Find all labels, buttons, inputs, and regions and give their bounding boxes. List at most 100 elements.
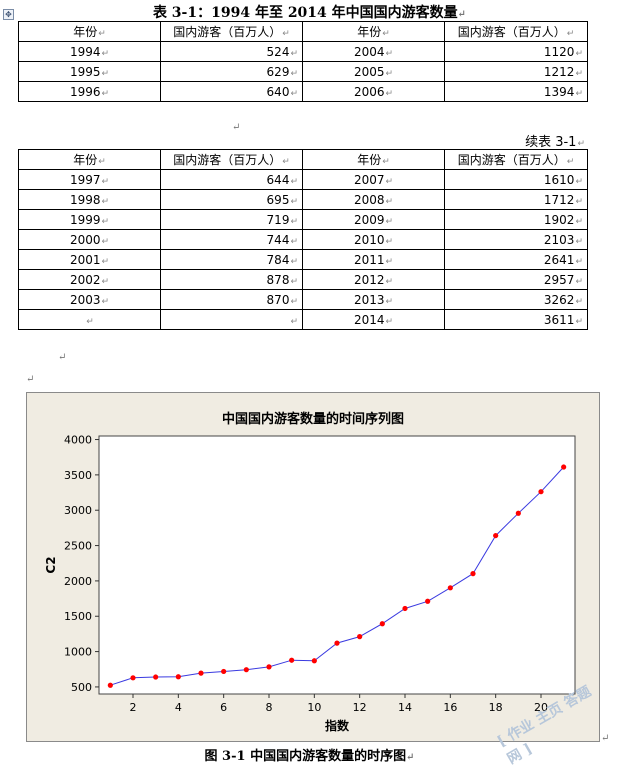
year-cell: 2001↵ — [18, 249, 161, 270]
data-point — [402, 605, 408, 612]
data-point — [334, 640, 340, 646]
year-cell: 2000↵ — [18, 229, 161, 250]
value-cell: ↵ — [160, 309, 303, 330]
table-row: 1997↵ 644↵ 2007↵ 1610↵ — [18, 169, 588, 190]
value-cell: 878↵ — [160, 269, 303, 290]
data-point — [515, 510, 521, 516]
table-row: 2002↵ 878↵ 2012↵ 2957↵ — [18, 269, 588, 290]
data-point — [221, 668, 227, 675]
year-cell: 1997↵ — [18, 169, 161, 190]
year-cell: 2006↵ — [302, 81, 445, 102]
data-point — [243, 667, 249, 673]
x-tick-label: 20 — [534, 701, 548, 714]
table-row: 1996↵ 640↵ 2006↵ 1394↵ — [18, 81, 588, 102]
year-cell: 2005↵ — [302, 61, 445, 82]
year-cell: 1995↵ — [18, 61, 161, 82]
year-cell: 2010↵ — [302, 229, 445, 250]
year-cell: 2008↵ — [302, 189, 445, 210]
data-point — [357, 634, 363, 640]
paragraph-mark-icon: ↵ — [601, 733, 610, 744]
x-tick-label: 6 — [220, 701, 227, 714]
y-tick-label: 3500 — [64, 469, 92, 482]
table-header-row: 年份↵ 国内游客（百万人）↵ 年份↵ 国内游客（百万人）↵ — [18, 21, 588, 42]
year-cell: 1994↵ — [18, 41, 161, 62]
year-cell: 2004↵ — [302, 41, 445, 62]
y-tick-label: 2500 — [64, 540, 92, 553]
value-cell: 2103↵ — [444, 229, 588, 250]
table-row: ↵ ↵ 2014↵ 3611↵ — [18, 309, 588, 330]
y-tick-label: 1500 — [64, 610, 92, 623]
paragraph-mark-icon: ↵ — [457, 9, 467, 20]
value-cell: 744↵ — [160, 229, 303, 250]
paragraph-mark-icon: ↵ — [232, 122, 241, 133]
value-cell: 1902↵ — [444, 209, 588, 230]
header-tourists: 国内游客（百万人）↵ — [444, 149, 588, 170]
year-cell: 1996↵ — [18, 81, 161, 102]
y-tick-label: 500 — [71, 681, 92, 694]
y-tick-label: 4000 — [64, 434, 92, 447]
data-point — [107, 682, 113, 688]
year-cell: 2014↵ — [302, 309, 445, 330]
chart-title: 中国国内游客数量的时间序列图 — [222, 411, 404, 427]
value-cell: 1610↵ — [444, 169, 588, 190]
value-cell: 3611↵ — [444, 309, 588, 330]
data-point — [447, 585, 453, 591]
value-cell: 784↵ — [160, 249, 303, 270]
year-cell: 2007↵ — [302, 169, 445, 190]
year-cell: 1998↵ — [18, 189, 161, 210]
x-tick-label: 12 — [353, 701, 367, 714]
data-point — [311, 658, 317, 664]
y-axis-label: C2 — [44, 556, 58, 573]
data-point — [425, 598, 431, 604]
header-tourists: 国内游客（百万人）↵ — [160, 149, 303, 170]
y-tick-label: 2000 — [64, 575, 92, 588]
table-row: 1999↵ 719↵ 2009↵ 1902↵ — [18, 209, 588, 230]
value-cell: 2641↵ — [444, 249, 588, 270]
value-cell: 1120↵ — [444, 41, 588, 62]
table-row: 2003↵ 870↵ 2013↵ 3262↵ — [18, 289, 588, 310]
header-year: 年份↵ — [18, 21, 161, 42]
data-point — [493, 532, 499, 539]
x-tick-label: 2 — [130, 701, 137, 714]
table-move-handle-icon[interactable]: ✥ — [3, 9, 14, 20]
table-header-row: 年份↵ 国内游客（百万人）↵ 年份↵ 国内游客（百万人）↵ — [18, 149, 588, 170]
paragraph-mark-icon: ↵ — [26, 374, 35, 385]
figure-caption: 图 3-1 中国国内游客数量的时序图↵ — [204, 749, 415, 764]
x-tick-label: 18 — [489, 701, 503, 714]
data-point — [153, 674, 159, 680]
data-point — [538, 489, 544, 495]
x-tick-label: 10 — [307, 701, 321, 714]
data-point — [175, 674, 181, 680]
y-tick-label: 3000 — [64, 504, 92, 517]
table-row: 1994↵ 524↵ 2004↵ 1120↵ — [18, 41, 588, 62]
year-cell: 2009↵ — [302, 209, 445, 230]
table-row: 2000↵ 744↵ 2010↵ 2103↵ — [18, 229, 588, 250]
year-cell: 2012↵ — [302, 269, 445, 290]
header-year: 年份↵ — [302, 149, 445, 170]
paragraph-mark-icon: ↵ — [58, 352, 67, 363]
plot-area — [98, 435, 576, 695]
year-cell: 2011↵ — [302, 249, 445, 270]
data-point — [561, 464, 567, 470]
year-cell: 2013↵ — [302, 289, 445, 310]
data-point — [198, 670, 204, 676]
value-cell: 870↵ — [160, 289, 303, 310]
header-tourists: 国内游客（百万人）↵ — [444, 21, 588, 42]
value-cell: 2957↵ — [444, 269, 588, 290]
data-point — [379, 621, 385, 627]
header-year: 年份↵ — [302, 21, 445, 42]
year-cell: ↵ — [18, 309, 161, 330]
value-cell: 640↵ — [160, 81, 303, 102]
value-cell: 1212↵ — [444, 61, 588, 82]
table-row: 1995↵ 629↵ 2005↵ 1212↵ — [18, 61, 588, 82]
value-cell: 695↵ — [160, 189, 303, 210]
tourist-table-2: 年份↵ 国内游客（百万人）↵ 年份↵ 国内游客（百万人）↵ 1997↵ 644↵… — [18, 149, 588, 330]
y-tick-label: 1000 — [64, 646, 92, 659]
value-cell: 629↵ — [160, 61, 303, 82]
data-point — [470, 571, 476, 577]
value-cell: 1394↵ — [444, 81, 588, 102]
header-year: 年份↵ — [18, 149, 161, 170]
chart-frame: 中国国内游客数量的时间序列图 500 1000 1500 2000 2500 3000 350… — [26, 392, 600, 742]
value-cell: 644↵ — [160, 169, 303, 190]
value-cell: 719↵ — [160, 209, 303, 230]
